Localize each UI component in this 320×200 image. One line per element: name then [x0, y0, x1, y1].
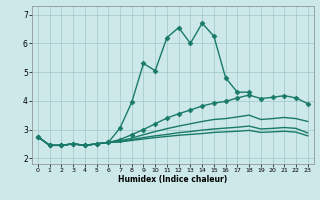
X-axis label: Humidex (Indice chaleur): Humidex (Indice chaleur): [118, 175, 228, 184]
